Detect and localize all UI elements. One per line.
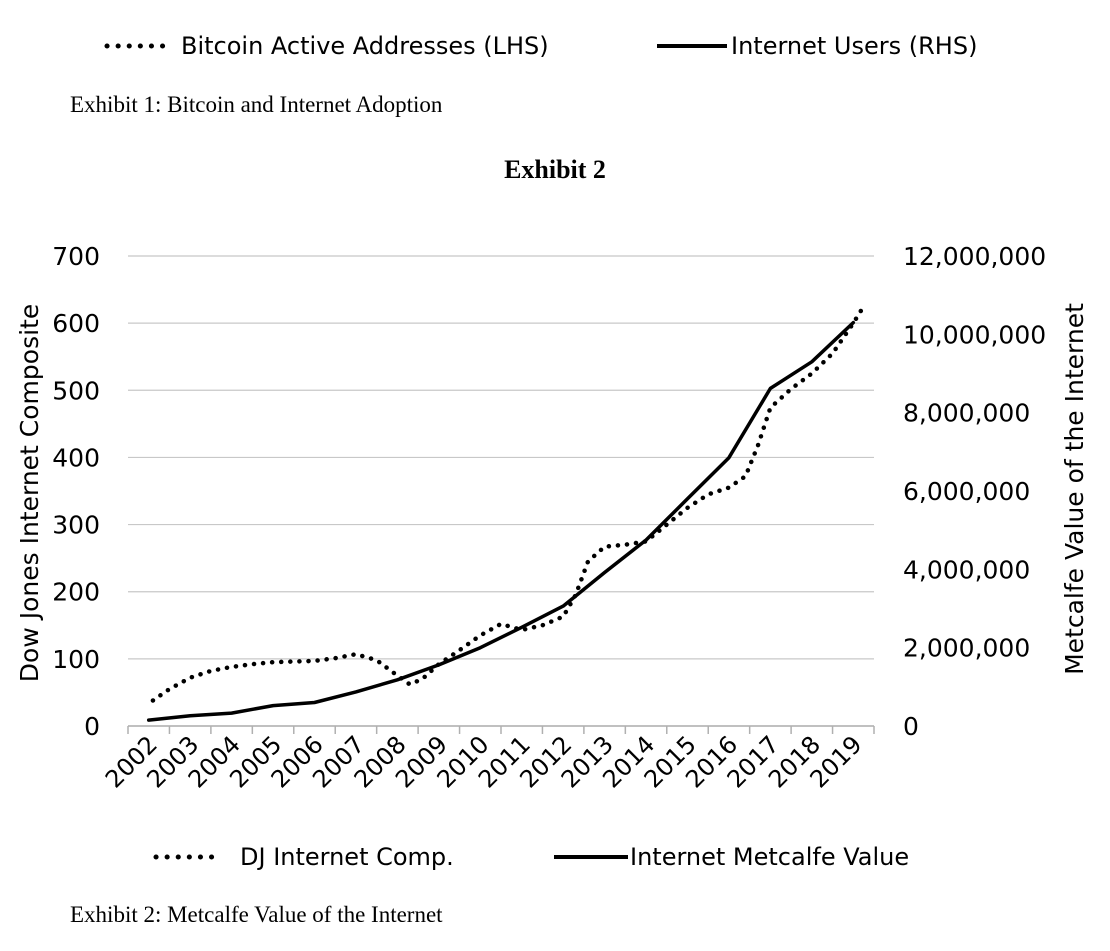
solid-line-swatch bbox=[657, 44, 727, 48]
dotted-line-swatch bbox=[153, 854, 223, 860]
y-tick-label-left: 100 bbox=[52, 645, 100, 674]
y-tick-label-left: 400 bbox=[52, 443, 100, 472]
y-tick-label-left: 300 bbox=[52, 511, 100, 540]
y-tick-label-left: 200 bbox=[52, 578, 100, 607]
y-axis-title-left: Dow Jones Internet Composite bbox=[15, 304, 44, 682]
y-tick-label-right: 10,000,000 bbox=[903, 320, 1046, 349]
legend-item-internet-metcalfe-value: Internet Metcalfe Value bbox=[552, 837, 909, 877]
series-line-dj-internet-comp bbox=[150, 307, 864, 703]
legend-item-dj-internet-comp: DJ Internet Comp. bbox=[152, 837, 454, 877]
y-tick-label-left: 700 bbox=[52, 242, 100, 271]
y-axis-title-right: Metcalfe Value of the Internet bbox=[1060, 303, 1089, 675]
chart-title: Exhibit 2 bbox=[504, 155, 606, 184]
exhibit2-legend: DJ Internet Comp. Internet Metcalfe Valu… bbox=[0, 837, 1110, 877]
y-tick-label-left: 0 bbox=[84, 712, 100, 741]
series-line-internet-metcalfe-value bbox=[146, 320, 856, 722]
y-tick-label-right: 6,000,000 bbox=[903, 477, 1030, 506]
y-tick-label-right: 12,000,000 bbox=[903, 242, 1046, 271]
y-tick-label-right: 0 bbox=[903, 712, 919, 741]
metcalfe-chart: 0 100 200 300 400 500 600 700 0 2,000,000 4,000,00… bbox=[15, 242, 1089, 793]
exhibit2-caption: Exhibit 2: Metcalfe Value of the Interne… bbox=[70, 902, 443, 927]
y-tick-label-right: 4,000,000 bbox=[903, 555, 1030, 584]
y-tick-label-left: 500 bbox=[52, 376, 100, 405]
legend-item-bitcoin-active-addresses: Bitcoin Active Addresses (LHS) bbox=[103, 26, 549, 66]
legend-label-dj-internet-comp: DJ Internet Comp. bbox=[240, 843, 454, 871]
y-tick-label-right: 2,000,000 bbox=[903, 634, 1030, 663]
legend-label-internet-metcalfe-value: Internet Metcalfe Value bbox=[630, 843, 910, 871]
solid-line-swatch bbox=[554, 855, 628, 859]
dotted-line-swatch bbox=[104, 43, 174, 49]
legend-item-internet-users: Internet Users (RHS) bbox=[655, 26, 977, 66]
y-tick-label-left: 600 bbox=[52, 309, 100, 338]
legend-label-internet-users: Internet Users (RHS) bbox=[731, 32, 978, 60]
legend-label-bitcoin: Bitcoin Active Addresses (LHS) bbox=[181, 32, 549, 60]
y-tick-label-right: 8,000,000 bbox=[903, 399, 1030, 428]
exhibit1-caption: Exhibit 1: Bitcoin and Internet Adoption bbox=[70, 92, 443, 117]
exhibit1-legend: Bitcoin Active Addresses (LHS) Internet … bbox=[0, 26, 1110, 66]
